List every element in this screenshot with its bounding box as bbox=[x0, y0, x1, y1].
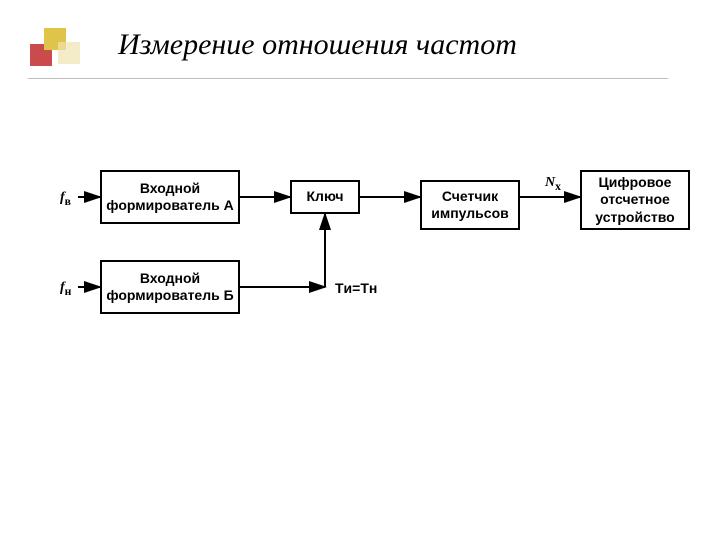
label-nx: Nx bbox=[545, 175, 561, 193]
node-key: Ключ bbox=[290, 180, 360, 214]
label-fn: fн bbox=[60, 280, 71, 298]
title-underline bbox=[28, 78, 668, 79]
label-fv: fв bbox=[60, 190, 71, 208]
page-title: Измерение отношения частот bbox=[118, 28, 517, 62]
node-former-b: Входнойформирователь Б bbox=[100, 260, 240, 314]
label-ti-tn: Tи=Tн bbox=[335, 280, 377, 296]
node-display: Цифровоеотсчетноеустройство bbox=[580, 170, 690, 230]
slide-logo bbox=[30, 28, 74, 72]
node-counter: Счетчикимпульсов bbox=[420, 180, 520, 230]
node-former-a: Входнойформирователь А bbox=[100, 170, 240, 224]
